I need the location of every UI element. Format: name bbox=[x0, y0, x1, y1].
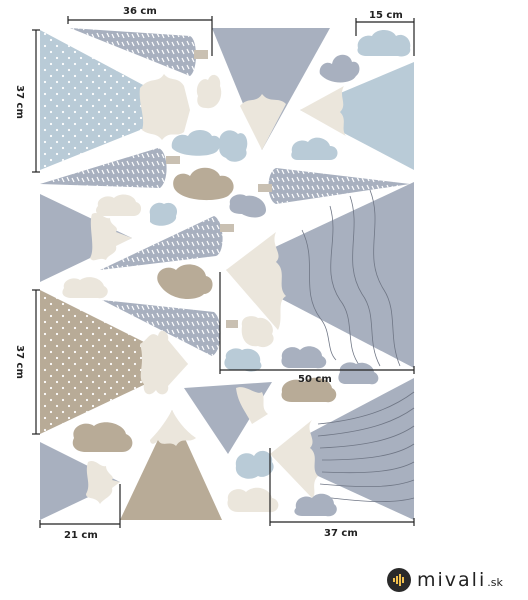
cloud-blue-middle-4 bbox=[149, 202, 178, 226]
brand-name: mivali.sk bbox=[417, 569, 503, 591]
cloud-blue-bottom bbox=[235, 450, 274, 479]
mountain-grey-lines bbox=[270, 378, 415, 520]
cloud-beige-bottom bbox=[72, 422, 133, 452]
dimension-label-left-height-bottom: 37 cm bbox=[13, 345, 25, 379]
cloud-blue-middle-3 bbox=[291, 137, 338, 160]
dimension-label-middle-width: 50 cm bbox=[298, 374, 332, 385]
tree-grey-top bbox=[70, 28, 208, 76]
mountain-blue-dotted bbox=[40, 30, 190, 170]
cloud-grey-lower-2 bbox=[338, 362, 379, 385]
cloud-small-grey bbox=[319, 54, 360, 83]
dimension-label-bottom-right-width: 37 cm bbox=[324, 528, 358, 539]
cloud-grey-lower bbox=[281, 346, 327, 369]
cloud-beige-lower bbox=[281, 377, 337, 403]
dimension-label-cloud-width: 15 cm bbox=[369, 10, 403, 21]
cloud-cream-middle bbox=[96, 194, 142, 216]
mountain-beige-dotted bbox=[40, 290, 188, 434]
mountain-grey-pointing-down bbox=[184, 382, 272, 454]
mountain-blue-bottom-left bbox=[40, 442, 120, 520]
dimension-label-top-width: 36 cm bbox=[123, 6, 157, 17]
cloud-blue-middle-1 bbox=[171, 130, 221, 156]
cloud-blue-lower bbox=[224, 348, 262, 372]
brand-domain: .sk bbox=[487, 576, 503, 589]
mountain-grey-wavy bbox=[226, 182, 414, 368]
cloud-cream-center bbox=[241, 316, 274, 348]
dimension-lines bbox=[32, 16, 415, 528]
dimension-label-bottom-left-width: 21 cm bbox=[64, 530, 98, 541]
brand-logo-icon bbox=[387, 568, 411, 592]
cloud-cream-bottom bbox=[227, 487, 279, 513]
cloud-cream-left bbox=[62, 277, 108, 299]
cloud-beige-left bbox=[157, 264, 213, 299]
dimension-label-left-height-top: 37 cm bbox=[13, 85, 25, 119]
mountain-grey-left bbox=[40, 194, 132, 282]
cloud-beige-middle bbox=[173, 167, 234, 201]
cloud-grey-bottom bbox=[294, 493, 337, 517]
tree-grey-right-middle bbox=[258, 168, 410, 204]
mountain-grey-top-center bbox=[212, 28, 330, 150]
mountain-blue-top-right bbox=[300, 62, 414, 170]
tree-grey-left-middle bbox=[40, 148, 180, 188]
cloud-blue-middle-2 bbox=[219, 130, 248, 162]
brand-logo[interactable]: mivali.sk bbox=[387, 567, 503, 593]
tree-grey-diagonal bbox=[100, 216, 234, 270]
cloud-cream-small bbox=[196, 74, 222, 109]
cloud-grey-middle bbox=[229, 194, 266, 218]
cloud-small-top-right bbox=[357, 30, 411, 57]
tree-grey-lower bbox=[102, 300, 238, 356]
mountain-beige-bottom bbox=[120, 410, 222, 520]
